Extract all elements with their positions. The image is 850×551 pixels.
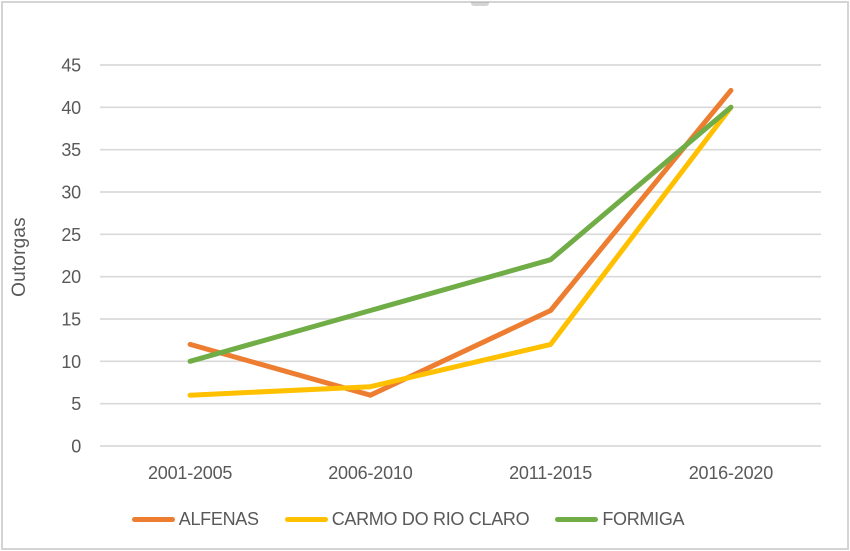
x-category-label-2001-2005: 2001-2005: [148, 463, 232, 483]
y-tick-label-15: 15: [61, 310, 81, 330]
y-tick-label-40: 40: [61, 98, 81, 118]
y-tick-label-20: 20: [61, 267, 81, 287]
y-tick-label-30: 30: [61, 183, 81, 203]
y-tick-label-45: 45: [61, 56, 81, 76]
legend-label-alfenas: ALFENAS: [178, 509, 259, 529]
x-category-label-2016-2020: 2016-2020: [689, 463, 773, 483]
cropped-title-remnant-icon: [471, 2, 489, 6]
legend-item-alfenas: ALFENAS: [131, 509, 259, 530]
y-tick-label-5: 5: [71, 394, 81, 414]
x-category-label-2006-2010: 2006-2010: [328, 463, 412, 483]
y-tick-label-10: 10: [61, 352, 81, 372]
legend-label-carmo-do-rio-claro: CARMO DO RIO CLARO: [331, 509, 530, 529]
legend-swatch-formiga: [555, 517, 599, 522]
x-category-label-2011-2015: 2011-2015: [509, 463, 592, 483]
series-line-formiga: [187, 104, 734, 364]
series-line-carmo-do-rio-claro: [187, 104, 734, 398]
legend: ALFENAS CARMO DO RIO CLARO FORMIGA: [3, 509, 813, 530]
series-line-alfenas: [187, 87, 734, 398]
legend-item-carmo-do-rio-claro: CARMO DO RIO CLARO: [284, 509, 530, 530]
legend-swatch-carmo-do-rio-claro: [284, 517, 328, 522]
y-tick-label-25: 25: [61, 225, 81, 245]
legend-item-formiga: FORMIGA: [555, 509, 685, 530]
legend-label-formiga: FORMIGA: [602, 509, 685, 529]
plot-area: 0 5 10 15 20 25 30 35 40 45 2001-2005 2006-2010 2011…: [61, 56, 821, 483]
y-tick-label-35: 35: [61, 140, 81, 160]
legend-swatch-alfenas: [131, 517, 175, 522]
y-tick-label-0: 0: [71, 437, 81, 457]
